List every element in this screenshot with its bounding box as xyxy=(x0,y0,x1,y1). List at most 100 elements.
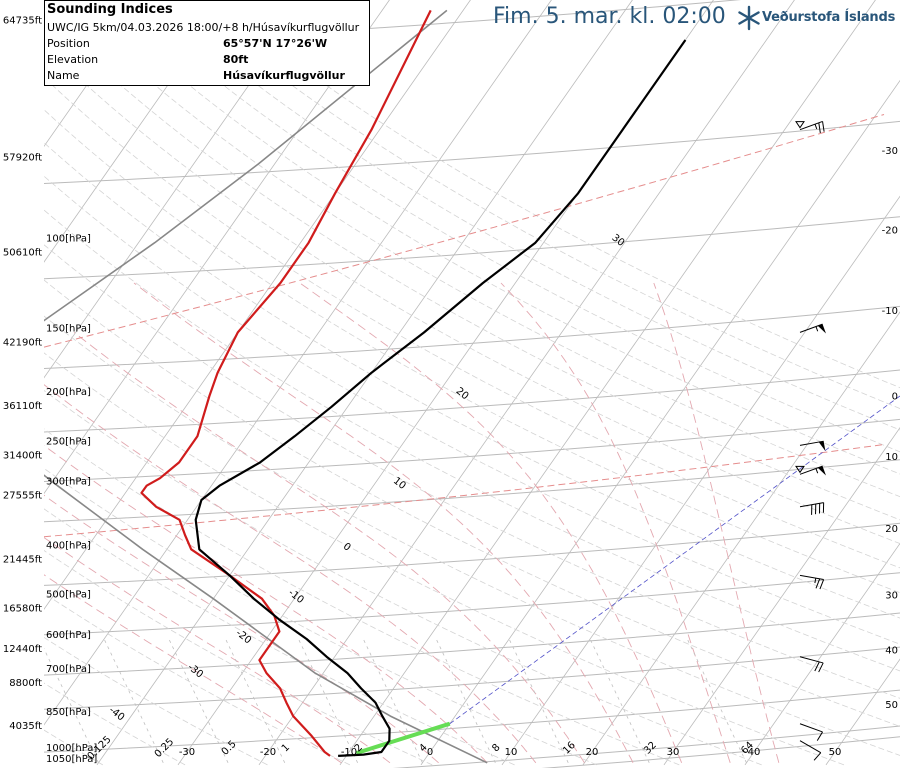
isotherm-line xyxy=(44,0,309,379)
moist-adiabat-line xyxy=(44,384,537,764)
altitude-label: 42190ft xyxy=(3,337,42,348)
isobar-line xyxy=(44,369,900,433)
pressure-label: 100[hPa] xyxy=(46,234,91,245)
snowflake-icon xyxy=(738,5,760,31)
pressure-label: 700[hPa] xyxy=(46,664,91,675)
wind-barb xyxy=(799,440,826,452)
sounding-info-box: Sounding Indices UWC/IG 5km/04.03.2026 1… xyxy=(44,0,370,86)
isotherm-label: -30 xyxy=(179,747,195,758)
altitude-label: 4035ft xyxy=(9,721,42,732)
dry-adiabat-line xyxy=(44,550,433,766)
barb-pennant xyxy=(817,466,826,476)
barb-flag xyxy=(818,662,824,673)
isotherm-line xyxy=(258,0,795,766)
brand-name: Veðurstofa Íslands xyxy=(762,10,896,25)
moist-adiabat-label: -30 xyxy=(185,662,205,681)
isotherm-label: 50 xyxy=(829,747,842,758)
isotherm-line xyxy=(44,0,471,610)
isotherm-label: -10 xyxy=(341,747,357,758)
tropopause-line xyxy=(44,444,885,538)
mixing-ratio-line xyxy=(44,647,99,763)
mixing-ratio-label: 1 xyxy=(280,742,292,754)
barb-flag xyxy=(822,121,825,132)
wind-barb xyxy=(799,723,823,741)
mixing-ratio-label: 8 xyxy=(490,742,502,754)
mixing-ratio-line xyxy=(225,638,286,763)
altitude-label: 57920ft xyxy=(3,152,42,163)
isobar-line xyxy=(44,522,900,586)
altitude-label: 12440ft xyxy=(3,644,42,655)
barb-flag xyxy=(813,752,822,761)
pressure-label: 150[hPa] xyxy=(46,323,91,334)
isobar-line xyxy=(44,120,900,184)
dewpoint-line xyxy=(194,39,687,757)
isotherm-label: 30 xyxy=(667,747,680,758)
isobar-line xyxy=(44,612,900,676)
isobar-line xyxy=(44,305,900,369)
barb-half-flag xyxy=(815,468,819,474)
mixing-ratio-line xyxy=(686,638,747,763)
right-axis-label: -30 xyxy=(882,146,898,157)
pressure-label: 250[hPa] xyxy=(46,436,91,447)
barb-flag xyxy=(816,731,823,741)
moist-adiabat-label: 10 xyxy=(391,475,408,492)
isotherm-line xyxy=(44,0,552,726)
moist-adiabat-line xyxy=(44,494,439,764)
isobar-line xyxy=(44,216,900,280)
dry-adiabat-line xyxy=(152,0,900,431)
pressure-label: 1000[hPa] xyxy=(46,743,97,754)
isobar-line xyxy=(44,459,900,523)
barb-flag xyxy=(814,661,820,672)
barb-half-flag xyxy=(814,124,818,130)
barb-pennant xyxy=(817,324,826,334)
isotherm-line xyxy=(582,311,900,766)
barb-staff xyxy=(799,323,823,333)
mixing-ratio-line xyxy=(103,638,164,763)
dry-adiabat-line xyxy=(44,592,351,766)
wind-barbs xyxy=(795,120,826,761)
right-axis-label: 0 xyxy=(892,391,898,402)
isobar-line xyxy=(44,418,900,482)
isobar-line xyxy=(541,736,900,768)
isotherm-label: 10 xyxy=(505,747,518,758)
tropopause-marker-icon xyxy=(795,465,805,474)
pressure-label: 1050[hPa] xyxy=(46,754,97,765)
wind-barb xyxy=(799,656,824,673)
wind-barb xyxy=(799,740,822,761)
mixing-ratio-line xyxy=(508,638,569,763)
wind-barb xyxy=(795,465,826,476)
barb-flag xyxy=(819,579,825,590)
moist-adiabat-line xyxy=(73,332,585,764)
wind-barb xyxy=(799,502,825,515)
altitude-label: 50610ft xyxy=(3,248,42,259)
mixing-ratio-line xyxy=(589,638,650,763)
moist-adiabat-label: -40 xyxy=(107,705,127,724)
barb-pennant xyxy=(818,441,826,452)
dry-adiabat-line xyxy=(121,0,900,453)
barb-flag xyxy=(818,122,821,133)
name-value: Húsavíkurflugvöllur xyxy=(223,69,345,82)
mixing-ratio-label: 0.25 xyxy=(153,736,177,760)
pressure-label: 850[hPa] xyxy=(46,707,91,718)
elevation-value: 80ft xyxy=(223,53,249,66)
right-axis-label: 30 xyxy=(885,591,898,602)
isotherm-line xyxy=(96,0,633,766)
isotherm-line xyxy=(501,195,900,766)
moist-adiabat-line xyxy=(500,282,731,763)
pressure-label: 200[hPa] xyxy=(46,387,91,398)
tropopause-line xyxy=(44,114,885,348)
altitude-label: 31400ft xyxy=(3,450,42,461)
moist-adiabat-label: 0 xyxy=(341,541,353,554)
altitude-label: 64735ft xyxy=(3,15,42,26)
wind-barb xyxy=(799,574,825,590)
moist-adiabat-line xyxy=(44,444,488,764)
mixing-ratio-label: 16 xyxy=(561,740,578,757)
wind-barb xyxy=(795,120,825,133)
barb-staff xyxy=(799,740,822,754)
dry-adiabat-line xyxy=(183,0,900,410)
